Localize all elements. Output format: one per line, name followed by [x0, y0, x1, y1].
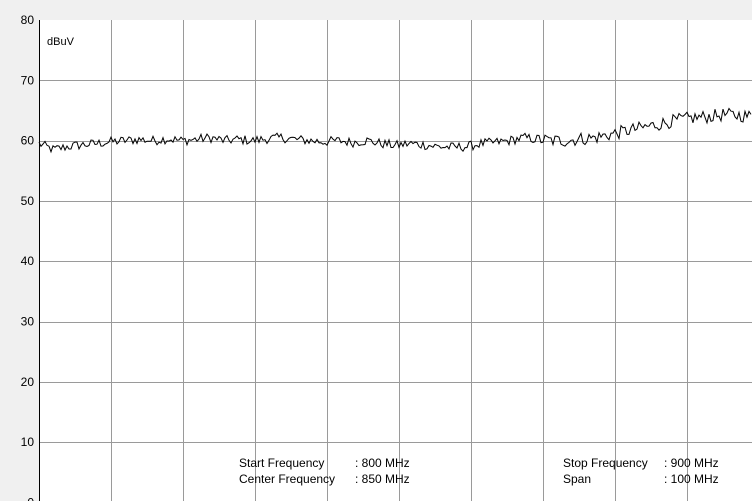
start-frequency-label: Start Frequency [239, 456, 324, 470]
frequency-info: Start Frequency : 800 MHz Center Frequen… [239, 456, 719, 486]
y-tick-label: 80 [21, 13, 35, 27]
y-tick-label: 50 [21, 194, 35, 208]
y-tick-label: 40 [21, 254, 35, 268]
stop-frequency-value: : 900 MHz [664, 456, 719, 470]
center-frequency-label: Center Frequency [239, 472, 335, 486]
stop-frequency-label: Stop Frequency [563, 456, 648, 470]
y-tick-label: 60 [21, 134, 35, 148]
y-axis-unit-label: dBuV [47, 36, 75, 48]
y-tick-label: 30 [21, 315, 35, 329]
y-tick-label: 10 [21, 435, 35, 449]
y-tick-label: 0 [27, 495, 34, 501]
center-frequency-value: : 850 MHz [355, 472, 410, 486]
start-frequency-value: : 800 MHz [355, 456, 410, 470]
plot-area [39, 20, 752, 501]
grid [39, 20, 752, 501]
y-tick-label: 70 [21, 73, 35, 87]
y-tick-label: 20 [21, 375, 35, 389]
y-axis: 80 70 60 50 40 30 20 10 0 [21, 13, 35, 501]
span-label: Span [563, 472, 591, 486]
series-line [38, 107, 752, 154]
span-value: : 100 MHz [664, 472, 719, 486]
